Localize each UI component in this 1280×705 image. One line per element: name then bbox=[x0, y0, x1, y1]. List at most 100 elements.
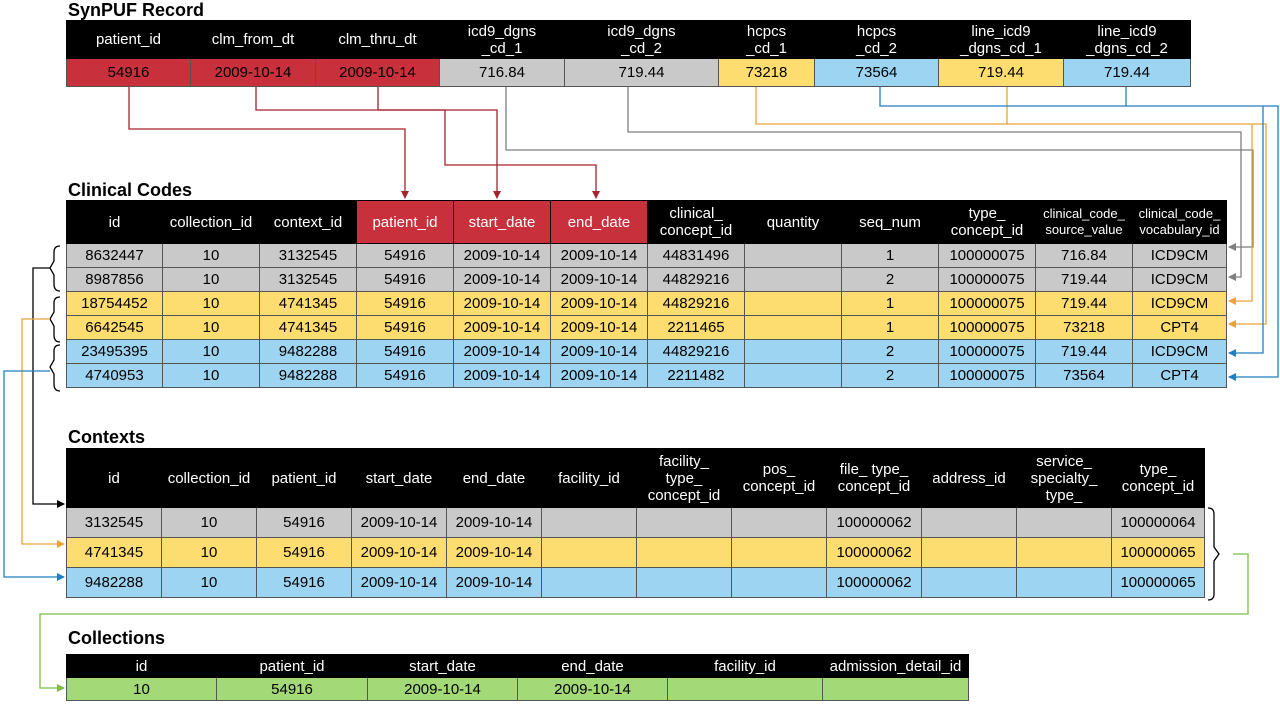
clinical-codes-table: id collection_id context_id patient_id s… bbox=[66, 200, 1227, 388]
synpuf-value-cell: 719.44 bbox=[1063, 58, 1191, 87]
clinical-header-start-date: start_date bbox=[453, 200, 551, 244]
context-cell: 4741345 bbox=[66, 537, 162, 568]
arrow-hcpcs-cd-1 bbox=[755, 87, 1267, 328]
context-cell: 2009-10-14 bbox=[446, 567, 542, 598]
clinical-code-cell: 2 bbox=[841, 267, 939, 292]
clinical-code-cell: 3132545 bbox=[259, 267, 357, 292]
synpuf-value-cell: 719.44 bbox=[564, 58, 719, 87]
clinical-code-cell: 719.44 bbox=[1035, 291, 1133, 316]
clinical-code-cell: 4740953 bbox=[66, 363, 163, 388]
clinical-code-cell: 8632447 bbox=[66, 243, 163, 268]
clinical-header-id: id bbox=[66, 200, 163, 244]
collection-cell bbox=[822, 677, 969, 701]
contexts-header-cell: address_id bbox=[921, 448, 1017, 508]
clinical-code-cell: 10 bbox=[162, 315, 260, 340]
context-cell: 100000062 bbox=[826, 567, 922, 598]
collections-table: id patient_id start_date end_date facili… bbox=[66, 654, 969, 701]
contexts-header-cell: end_date bbox=[446, 448, 542, 508]
clinical-code-cell: 1 bbox=[841, 243, 939, 268]
clinical-code-cell: 1 bbox=[841, 315, 939, 340]
context-cell: 10 bbox=[161, 567, 257, 598]
clinical-code-row: 18754452 10 4741345 54916 2009-10-14 2009-10-… bbox=[66, 291, 1227, 316]
clinical-code-cell: 2009-10-14 bbox=[550, 363, 648, 388]
clinical-code-cell bbox=[744, 315, 842, 340]
clinical-header-end-date: end_date bbox=[550, 200, 648, 244]
clinical-code-cell bbox=[744, 363, 842, 388]
clinical-code-row: 8632447 10 3132545 54916 2009-10-14 2009-10-1… bbox=[66, 243, 1227, 268]
clinical-code-cell: 44829216 bbox=[647, 291, 745, 316]
clinical-code-cell: 100000075 bbox=[938, 267, 1036, 292]
collections-header-cell: admission_detail_id bbox=[822, 654, 969, 678]
context-cell: 2009-10-14 bbox=[351, 507, 447, 538]
clinical-header-type-concept-id: type_ concept_id bbox=[938, 200, 1036, 244]
arrow-hcpcs-cd-2 bbox=[879, 87, 1279, 381]
clinical-code-cell: 54916 bbox=[356, 339, 454, 364]
context-cell: 100000064 bbox=[1111, 507, 1205, 538]
clinical-code-cell: 2009-10-14 bbox=[453, 363, 551, 388]
bracket-yellow-rows bbox=[49, 296, 61, 343]
synpuf-record-title: SynPUF Record bbox=[68, 0, 205, 20]
clinical-code-cell: CPT4 bbox=[1132, 363, 1227, 388]
synpuf-value-cell: 73218 bbox=[718, 58, 815, 87]
contexts-header-cell: type_ concept_id bbox=[1111, 448, 1205, 508]
context-cell: 2009-10-14 bbox=[446, 537, 542, 568]
context-row: 3132545 10 54916 2009-10-14 2009-10-14 100000… bbox=[66, 507, 1205, 538]
clinical-code-cell: 716.84 bbox=[1035, 243, 1133, 268]
arrow-clm-from-dt bbox=[255, 87, 501, 199]
clinical-code-cell: 4741345 bbox=[259, 291, 357, 316]
clinical-code-row: 8987856 10 3132545 54916 2009-10-14 2009-10-1… bbox=[66, 267, 1227, 292]
synpuf-header-cell: hcpcs _cd_1 bbox=[718, 20, 815, 59]
arrow-icd9-cd-1 bbox=[505, 87, 1254, 251]
synpuf-value-cell: 73564 bbox=[814, 58, 939, 87]
clinical-code-cell: ICD9CM bbox=[1132, 267, 1227, 292]
context-cell: 54916 bbox=[256, 567, 352, 598]
context-cell bbox=[1016, 507, 1112, 538]
clinical-code-cell: CPT4 bbox=[1132, 315, 1227, 340]
arrow-yellow-context bbox=[21, 318, 65, 548]
clinical-code-cell: 54916 bbox=[356, 315, 454, 340]
clinical-code-cell: 2009-10-14 bbox=[550, 291, 648, 316]
collections-header-cell: id bbox=[66, 654, 217, 678]
contexts-header-cell: facility_id bbox=[541, 448, 637, 508]
context-cell: 54916 bbox=[256, 507, 352, 538]
collection-row: 10 54916 2009-10-14 2009-10-14 bbox=[66, 677, 969, 701]
arrow-line-icd9-1-b bbox=[1228, 124, 1253, 305]
collections-header-cell: end_date bbox=[517, 654, 668, 678]
context-cell: 100000062 bbox=[826, 507, 922, 538]
context-cell: 54916 bbox=[256, 537, 352, 568]
clinical-code-cell: 18754452 bbox=[66, 291, 163, 316]
collections-title: Collections bbox=[68, 628, 166, 648]
contexts-header-cell: service_ specialty_ type_ bbox=[1016, 448, 1112, 508]
context-cell: 2009-10-14 bbox=[351, 537, 447, 568]
arrow-icd9-cd-2 bbox=[627, 87, 1242, 233]
synpuf-header-cell: hcpcs _cd_2 bbox=[814, 20, 939, 59]
clinical-code-cell: 44829216 bbox=[647, 339, 745, 364]
clinical-code-cell: 44829216 bbox=[647, 267, 745, 292]
clinical-code-cell: ICD9CM bbox=[1132, 291, 1227, 316]
clinical-code-cell: 10 bbox=[162, 363, 260, 388]
synpuf-value-cell: 2009-10-14 bbox=[190, 58, 316, 87]
arrow-patient-id bbox=[128, 87, 409, 199]
clinical-code-cell: 719.44 bbox=[1035, 339, 1133, 364]
context-cell bbox=[921, 567, 1017, 598]
arrow-clm-thru-dt-b bbox=[378, 109, 600, 199]
clinical-code-cell: 2211465 bbox=[647, 315, 745, 340]
context-cell bbox=[1016, 567, 1112, 598]
context-cell bbox=[921, 537, 1017, 568]
clinical-code-cell: 2 bbox=[841, 339, 939, 364]
context-cell bbox=[541, 537, 637, 568]
clinical-header-collection-id: collection_id bbox=[162, 200, 260, 244]
synpuf-header-cell: icd9_dgns _cd_1 bbox=[439, 20, 565, 59]
clinical-header-source-value: clinical_code_ source_value bbox=[1035, 200, 1133, 244]
collections-header-cell: facility_id bbox=[667, 654, 823, 678]
clinical-code-cell: 54916 bbox=[356, 363, 454, 388]
context-row: 9482288 10 54916 2009-10-14 2009-10-14 100000… bbox=[66, 567, 1205, 598]
clinical-code-cell: 4741345 bbox=[259, 315, 357, 340]
clinical-code-cell: 2009-10-14 bbox=[550, 267, 648, 292]
contexts-title: Contexts bbox=[68, 427, 146, 447]
synpuf-header-cell: icd9_dgns _cd_2 bbox=[564, 20, 719, 59]
clinical-code-cell: 9482288 bbox=[259, 339, 357, 364]
context-cell: 2009-10-14 bbox=[446, 507, 542, 538]
context-cell: 100000065 bbox=[1111, 567, 1205, 598]
